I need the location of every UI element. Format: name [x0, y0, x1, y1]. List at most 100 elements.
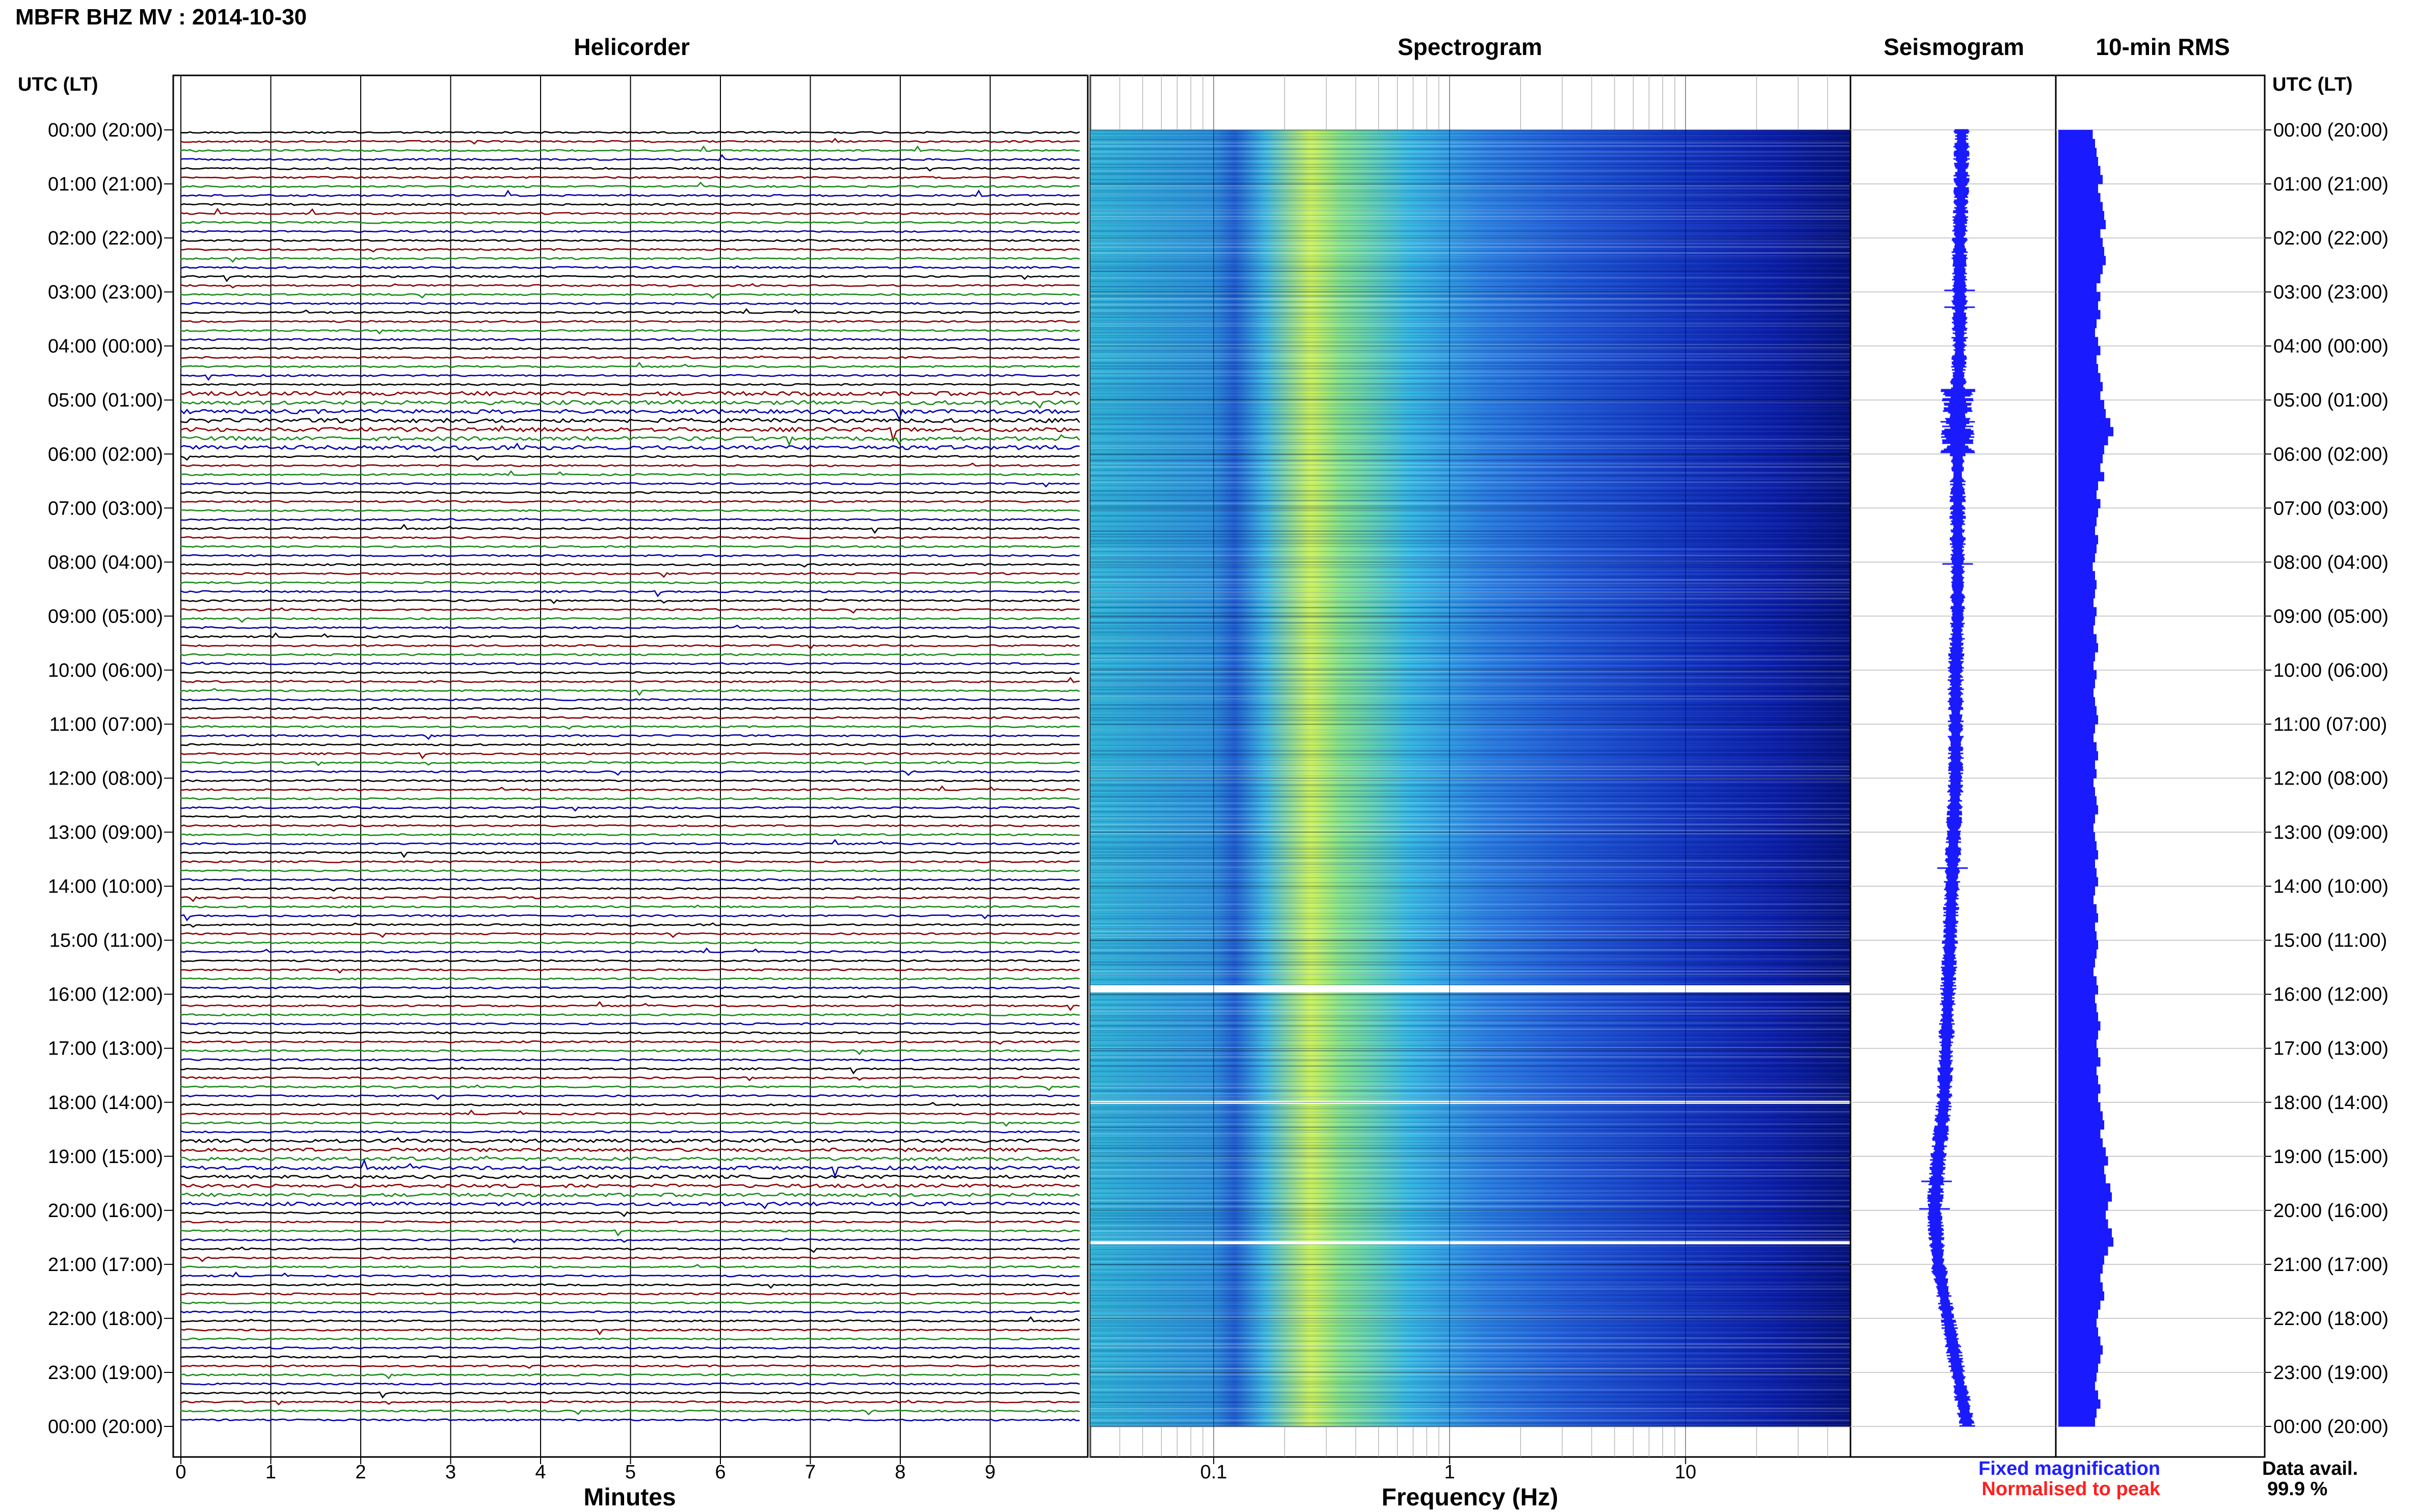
rms-bar — [2058, 256, 2106, 265]
helicorder-trace — [180, 824, 1080, 827]
rms-bar — [2058, 823, 2094, 833]
helicorder-trace — [180, 671, 1080, 674]
rms-bar — [2058, 733, 2094, 743]
helicorder-trace — [180, 1130, 1080, 1133]
data-availability-value: 99.9 % — [2267, 1478, 2327, 1500]
rms-bar — [2058, 319, 2097, 329]
helicorder-trace — [180, 770, 1080, 776]
right-time-label: 08:00 (04:00) — [2273, 552, 2389, 573]
rms-bar — [2058, 1210, 2106, 1220]
rms-bar — [2058, 1120, 2104, 1130]
helicorder-trace — [180, 986, 1080, 989]
rms-bar — [2058, 724, 2095, 734]
helicorder-trace — [180, 1109, 1080, 1116]
helicorder-trace — [180, 1328, 1080, 1336]
rms-bar — [2058, 625, 2094, 635]
helicorder-trace — [180, 362, 1080, 368]
helicorder-trace — [180, 734, 1080, 740]
helicorder-trace — [180, 677, 1080, 684]
rms-bar — [2058, 1192, 2112, 1202]
rms-bar — [2058, 1255, 2104, 1265]
rms-bar — [2058, 913, 2098, 923]
helicorder-trace — [180, 725, 1080, 730]
rms-bar — [2058, 391, 2101, 400]
helicorder-trace — [180, 607, 1080, 614]
rms-bar — [2058, 1138, 2103, 1148]
helicorder-trace — [180, 1346, 1080, 1349]
rms-bar — [2058, 1372, 2097, 1382]
helicorder-trace — [180, 716, 1080, 719]
rms-bar — [2058, 715, 2098, 724]
helicorder-trace — [180, 896, 1080, 902]
helicorder-trace — [180, 1058, 1080, 1062]
helicorder-trace — [180, 785, 1080, 792]
rms-bar — [2058, 1174, 2106, 1184]
helicorder-trace — [180, 1174, 1080, 1179]
helicorder-trace — [180, 752, 1080, 760]
helicorder-trace — [180, 418, 1080, 423]
right-time-label: 07:00 (03:00) — [2273, 498, 2389, 519]
rms-bar — [2058, 1003, 2097, 1013]
helicorder-trace — [180, 257, 1080, 263]
rms-bar — [2058, 409, 2106, 419]
rms-bar — [2058, 562, 2093, 572]
helicorder-trace — [180, 814, 1080, 819]
left-time-label: 16:00 (12:00) — [48, 984, 163, 1006]
helicorder-trace — [180, 1310, 1080, 1314]
rms-bar — [2058, 850, 2098, 860]
rms-bar — [2058, 463, 2101, 473]
helicorder-trace — [180, 248, 1080, 253]
rms-bar — [2058, 859, 2095, 869]
frequency-tick-label: 10 — [1675, 1462, 1696, 1483]
helicorder-trace — [180, 878, 1080, 881]
rms-bar — [2058, 1237, 2113, 1247]
rms-bar — [2058, 508, 2098, 518]
rms-bar — [2058, 1165, 2104, 1175]
left-time-label: 14:00 (10:00) — [48, 876, 163, 898]
rms-bar — [2058, 985, 2098, 995]
helicorder-trace — [180, 977, 1080, 981]
helicorder-trace — [180, 797, 1080, 800]
right-time-label: 12:00 (08:00) — [2273, 768, 2389, 790]
rms-bar — [2058, 787, 2095, 797]
seismogram-trace — [1919, 129, 1975, 1427]
helicorder-trace — [180, 230, 1080, 233]
rms-bar — [2058, 742, 2097, 751]
helicorder-trace — [180, 176, 1080, 179]
helicorder-trace — [180, 947, 1080, 954]
helicorder-trace — [180, 154, 1080, 161]
rms-bar — [2058, 1345, 2103, 1355]
helicorder-trace — [180, 707, 1080, 711]
rms-bar — [2058, 634, 2097, 643]
helicorder-trace — [180, 625, 1080, 630]
right-time-label: 09:00 (05:00) — [2273, 606, 2389, 627]
rms-bar — [2058, 1129, 2101, 1139]
rms-bar — [2058, 868, 2097, 878]
helicorder-trace — [180, 932, 1080, 938]
spectrogram-panel — [1089, 74, 1852, 1458]
helicorder-trace — [180, 203, 1080, 206]
helicorder-trace — [180, 1409, 1080, 1416]
right-time-label: 06:00 (02:00) — [2273, 444, 2389, 465]
seismogram-panel — [1849, 74, 2057, 1458]
rms-bar — [2058, 1300, 2101, 1310]
rms-bar — [2058, 193, 2101, 202]
helicorder-trace — [180, 589, 1080, 598]
helicorder-trace — [180, 181, 1080, 188]
rms-bar — [2058, 796, 2097, 805]
rms-bar — [2058, 1408, 2097, 1418]
helicorder-trace — [180, 1013, 1080, 1016]
rms-bar — [2058, 1228, 2112, 1238]
helicorder-trace — [180, 1399, 1080, 1406]
left-time-label: 12:00 (08:00) — [48, 768, 163, 790]
helicorder-trace — [180, 904, 1080, 908]
helicorder-trace — [180, 391, 1080, 397]
x-axes: 0 1 2 3 4 5 6 7 8 9 0.1 1 10 — [175, 1457, 1696, 1483]
helicorder-trace — [180, 572, 1080, 578]
rms-bar — [2058, 139, 2095, 148]
helicorder-trace — [180, 207, 1080, 215]
rms-bar — [2058, 373, 2101, 383]
rms-bar — [2058, 220, 2106, 229]
rms-bar — [2058, 445, 2104, 454]
helicorder-trace — [180, 499, 1080, 503]
